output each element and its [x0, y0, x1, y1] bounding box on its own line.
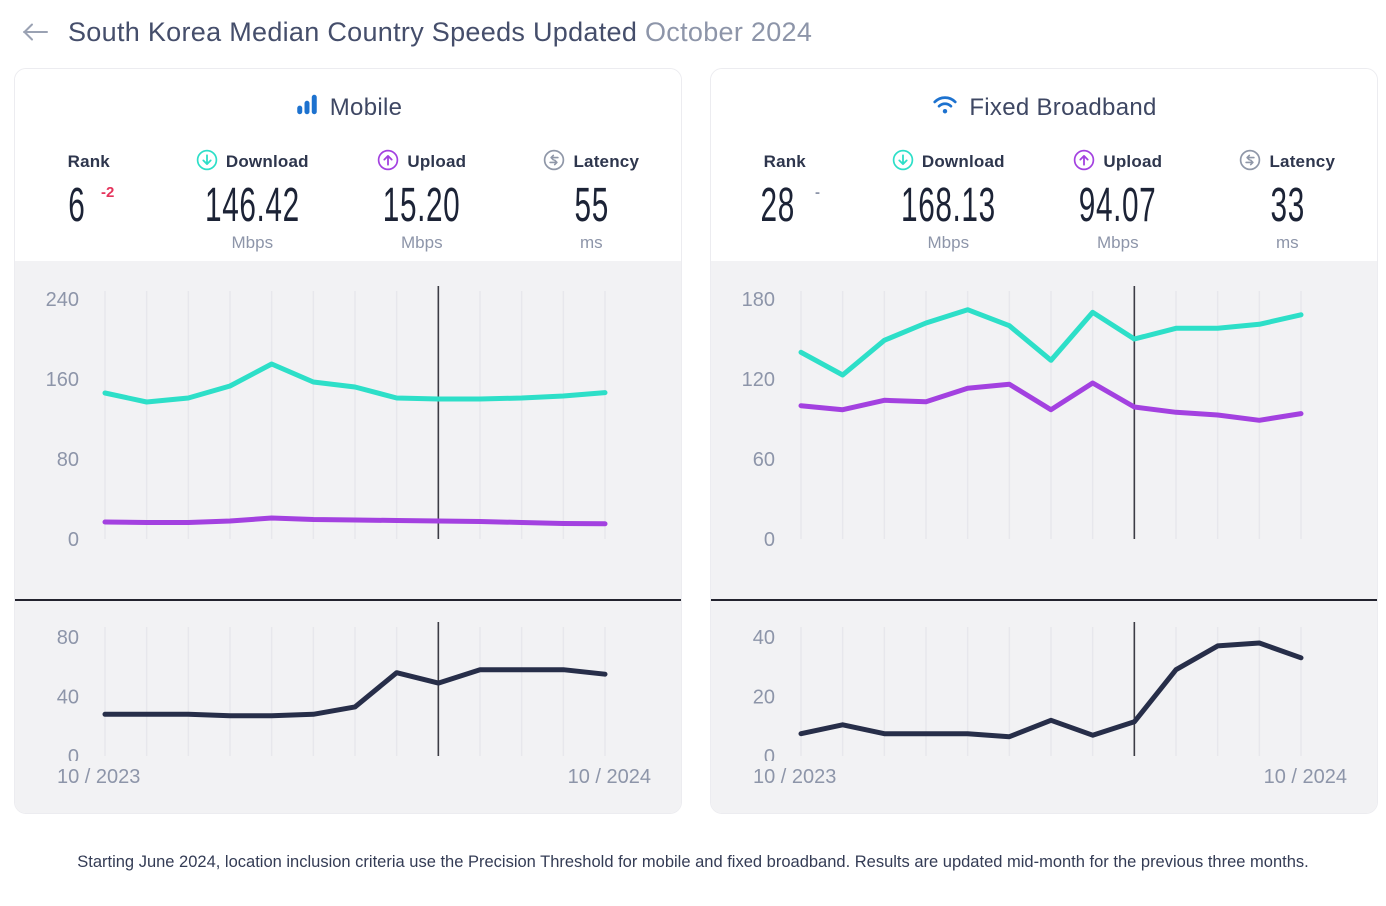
svg-text:0: 0 [764, 746, 775, 761]
page-title-period: October 2024 [644, 16, 813, 47]
fixed-speed-chart[interactable]: 180 120 60 0 [711, 261, 1377, 599]
mobile-stats-row: Rank 6 -2 [15, 149, 681, 253]
chart-divider [15, 599, 681, 601]
page-header: South Korea Median Country Speeds Update… [20, 12, 1386, 52]
fixed-x-axis: 10 / 2023 10 / 2024 [711, 761, 1377, 797]
svg-text:160: 160 [46, 369, 79, 391]
mobile-upload-value: 15.20 [382, 179, 461, 232]
fixed-latency-unit: ms [1275, 233, 1299, 252]
mobile-download-stat: Download 146.42 Mbps [163, 149, 342, 253]
fixed-rank-label: Rank [763, 152, 806, 171]
page-title-main: South Korea Median Country Speeds Update… [68, 16, 638, 47]
mobile-latency-unit: ms [579, 233, 603, 252]
download-circle-icon [196, 149, 218, 176]
mobile-download-value: 146.42 [204, 179, 300, 232]
fixed-broadband-panel: Fixed Broadband Rank 28- [710, 68, 1378, 814]
wifi-icon [931, 91, 959, 124]
svg-text:20: 20 [753, 687, 775, 709]
mobile-latency-chart[interactable]: 80 40 0 [15, 601, 681, 768]
chart-divider [711, 599, 1377, 601]
svg-text:80: 80 [57, 627, 79, 649]
mobile-upload-stat: Upload 15.20 Mbps [342, 149, 502, 253]
fixed-download-stat: Download 168.13 Mbps [859, 149, 1038, 253]
mobile-signal-bars-icon [294, 91, 320, 124]
mobile-latency-stat: Latency 55 ms [502, 149, 681, 253]
svg-text:0: 0 [68, 529, 79, 551]
fixed-latency-chart[interactable]: 40 20 0 [711, 601, 1377, 768]
x-axis-end-label: 10 / 2024 [1263, 766, 1347, 788]
fixed-latency-label: Latency [1269, 152, 1336, 171]
mobile-panel-header: Mobile Rank 6 -2 [15, 69, 681, 261]
fixed-upload-stat: Upload 94.07 Mbps [1038, 149, 1198, 253]
back-arrow-icon[interactable] [20, 20, 50, 44]
mobile-panel-title-label: Mobile [329, 93, 403, 121]
mobile-rank-value: 6 -2 [68, 179, 115, 232]
upload-circle-icon [377, 149, 399, 176]
fixed-panel-title-label: Fixed Broadband [969, 93, 1157, 121]
fixed-download-value: 168.13 [900, 179, 996, 232]
mobile-upload-label: Upload [407, 152, 467, 171]
mobile-rank-change-badge: -2 [100, 183, 115, 201]
latency-circle-icon [1239, 149, 1261, 176]
mobile-panel-title: Mobile [15, 91, 681, 124]
fixed-rank-stat: Rank 28- [711, 150, 859, 253]
upload-circle-icon [1073, 149, 1095, 176]
mobile-x-axis: 10 / 2023 10 / 2024 [15, 761, 681, 797]
fixed-panel-header: Fixed Broadband Rank 28- [711, 69, 1377, 261]
svg-text:60: 60 [753, 449, 775, 471]
mobile-upload-unit: Mbps [401, 233, 443, 252]
fixed-upload-value: 94.07 [1078, 179, 1157, 232]
svg-text:40: 40 [57, 687, 79, 709]
mobile-download-label: Download [225, 152, 309, 171]
svg-text:80: 80 [57, 449, 79, 471]
page-title: South Korea Median Country Speeds Update… [68, 17, 812, 48]
latency-circle-icon [543, 149, 565, 176]
mobile-latency-label: Latency [573, 152, 640, 171]
svg-text:40: 40 [753, 627, 775, 649]
fixed-download-label: Download [921, 152, 1005, 171]
mobile-speed-chart[interactable]: 240 160 80 0 [15, 261, 681, 599]
mobile-panel: Mobile Rank 6 -2 [14, 68, 682, 814]
mobile-download-unit: Mbps [231, 233, 274, 252]
fixed-upload-label: Upload [1103, 152, 1163, 171]
svg-text:240: 240 [46, 289, 79, 311]
x-axis-start-label: 10 / 2023 [753, 766, 837, 788]
svg-text:180: 180 [742, 289, 775, 311]
country-speeds-page: South Korea Median Country Speeds Update… [0, 12, 1386, 876]
panels-row: Mobile Rank 6 -2 [0, 68, 1386, 814]
fixed-upload-unit: Mbps [1097, 233, 1139, 252]
fixed-charts-section: 180 120 60 0 40 20 0 10 / 2023 10 / 2024 [711, 261, 1377, 813]
mobile-latency-value: 55 [574, 179, 609, 232]
fixed-latency-stat: Latency 33 ms [1198, 149, 1377, 253]
svg-text:0: 0 [68, 746, 79, 761]
svg-text:120: 120 [742, 369, 775, 391]
fixed-stats-row: Rank 28- [711, 149, 1377, 253]
fixed-download-unit: Mbps [927, 233, 970, 252]
mobile-charts-section: 240 160 80 0 80 40 0 10 / 2023 10 / 2024 [15, 261, 681, 813]
mobile-rank-stat: Rank 6 -2 [15, 150, 163, 253]
fixed-rank-change-badge: - [814, 183, 820, 201]
fixed-latency-value: 33 [1270, 179, 1305, 232]
x-axis-start-label: 10 / 2023 [57, 766, 141, 788]
footnote: Starting June 2024, location inclusion c… [77, 853, 1309, 871]
svg-text:0: 0 [764, 529, 775, 551]
fixed-panel-title: Fixed Broadband [711, 91, 1377, 124]
mobile-rank-label: Rank [67, 152, 110, 171]
download-circle-icon [892, 149, 914, 176]
x-axis-end-label: 10 / 2024 [567, 766, 651, 788]
fixed-rank-value: 28- [760, 179, 820, 232]
